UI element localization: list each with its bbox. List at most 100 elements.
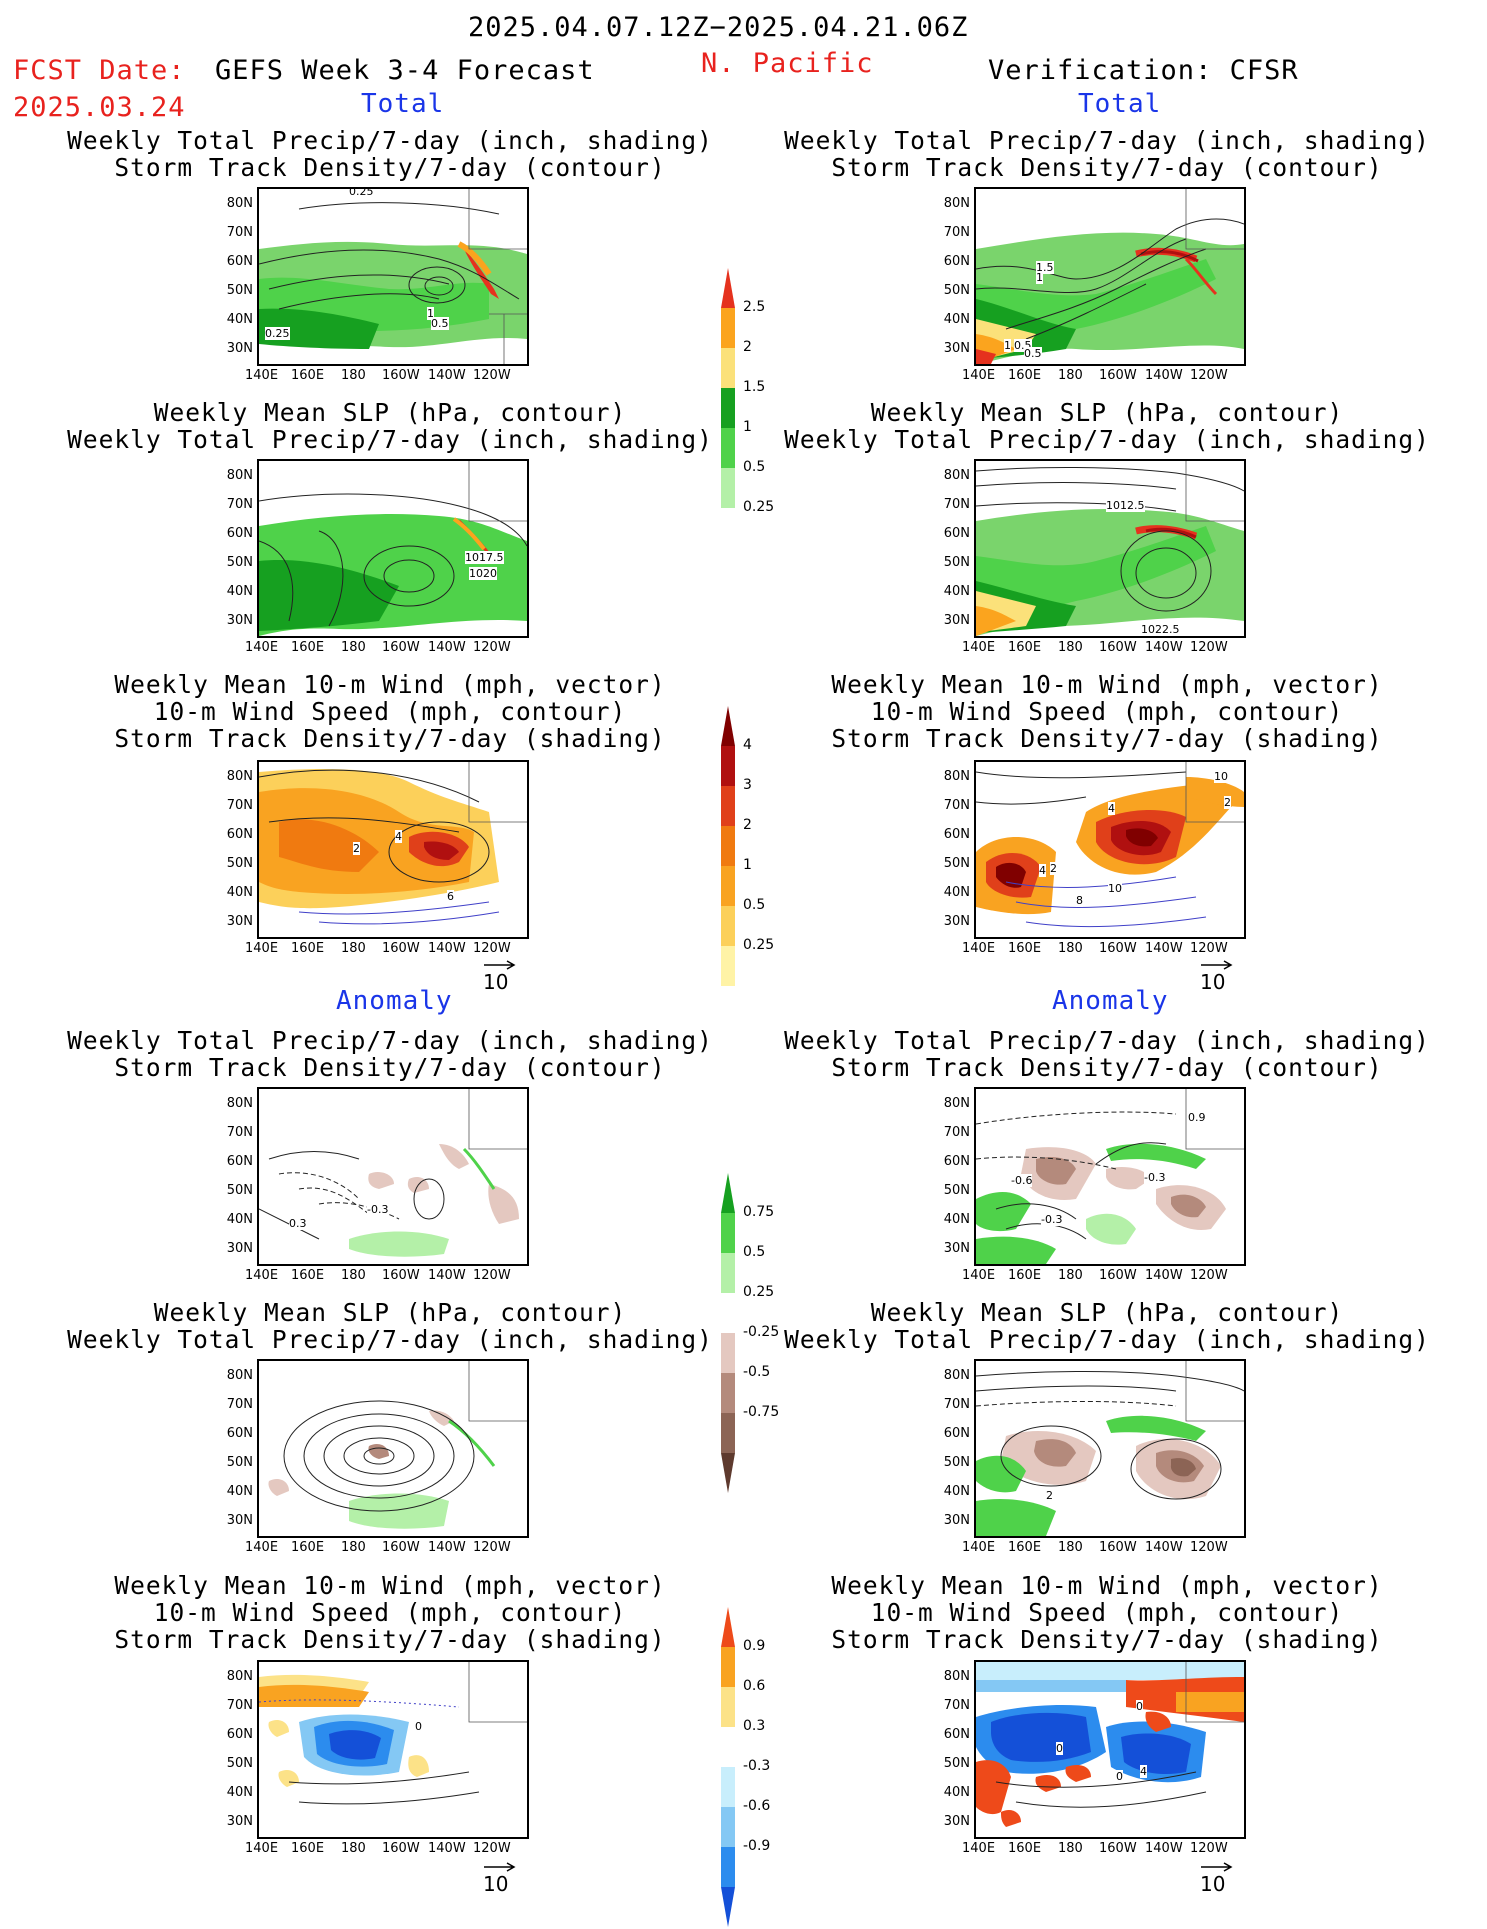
colorbar-swatch	[721, 1333, 735, 1373]
panel-title: Weekly Total Precip/7-day (inch, shading…	[757, 127, 1457, 181]
colorbar-swatch	[721, 1173, 735, 1213]
vector-reference-value: 10	[483, 970, 509, 994]
lat-tick-label: 80N	[226, 1368, 253, 1383]
region-title: N. Pacific	[701, 48, 874, 79]
colorbar-precip-anom: 0.75 0.5 0.25 -0.25 -0.5 -0.75	[721, 1173, 811, 1493]
panel-title-line: Storm Track Density/7-day (shading)	[114, 1625, 666, 1654]
lon-tick-label: 140E	[245, 368, 279, 383]
period-title: 2025.04.07.12Z−2025.04.21.06Z	[468, 12, 969, 43]
panel-title-line: Weekly Total Precip/7-day (inch, shading…	[784, 126, 1430, 155]
colorbar-swatch	[721, 1213, 735, 1253]
lon-tick-label: 140E	[245, 1540, 279, 1555]
colorbar-label: 3	[743, 777, 752, 793]
panel-title-line: Weekly Mean SLP (hPa, contour)	[870, 1298, 1344, 1327]
map-plot	[976, 461, 1244, 636]
lat-tick-label: 70N	[943, 1397, 970, 1412]
colorbar-label: 0.25	[743, 937, 775, 953]
lat-tick-label: 60N	[943, 526, 970, 541]
colorbar-label: 0.5	[743, 897, 766, 913]
panel-title: Weekly Mean 10-m Wind (mph, vector) 10-m…	[40, 1572, 740, 1653]
map-precip-storm-total-verification: 1.5 1 0.5 1 0.5	[974, 187, 1246, 366]
contour-label: 1017.5	[465, 551, 504, 564]
contour-label: 8	[1076, 894, 1083, 907]
panel-title: Weekly Total Precip/7-day (inch, shading…	[40, 1027, 740, 1081]
lat-tick-label: 60N	[943, 1727, 970, 1742]
lat-tick-label: 30N	[943, 1814, 970, 1829]
lon-tick-label: 160W	[382, 1540, 420, 1555]
lat-tick-label: 70N	[943, 497, 970, 512]
lat-tick-label: 50N	[943, 1756, 970, 1771]
fcst-date-value: 2025.03.24	[13, 92, 186, 123]
colorbar-precip-total: 2.5 2 1.5 1 0.5 0.25	[721, 268, 801, 558]
lat-tick-label: 70N	[943, 1125, 970, 1140]
colorbar-label: 2	[743, 817, 752, 833]
vector-reference-value: 10	[1200, 970, 1226, 994]
lon-tick-label: 120W	[473, 640, 511, 655]
lat-tick-label: 30N	[226, 1241, 253, 1256]
lon-tick-label: 160W	[1099, 1268, 1137, 1283]
lat-tick-label: 40N	[943, 1212, 970, 1227]
lon-tick-label: 140W	[428, 368, 466, 383]
lon-tick-label: 140W	[428, 941, 466, 956]
map-plot	[259, 1089, 527, 1257]
lat-tick-label: 60N	[943, 1154, 970, 1169]
lon-tick-label: 160W	[1099, 368, 1137, 383]
lon-tick-label: 160W	[1099, 640, 1137, 655]
lat-tick-label: 70N	[943, 225, 970, 240]
lon-tick-label: 160W	[382, 941, 420, 956]
colorbar-swatch	[721, 1767, 735, 1807]
map-plot	[259, 762, 527, 925]
lon-tick-label: 120W	[1190, 1540, 1228, 1555]
contour-label: -0.3	[1041, 1213, 1063, 1226]
colorbar-storm-anom: 0.9 0.6 0.3 -0.3 -0.6 -0.9	[721, 1607, 811, 1927]
colorbar-label: 2	[743, 339, 752, 355]
lat-tick-label: 60N	[226, 254, 253, 269]
lon-tick-label: 140E	[962, 368, 996, 383]
colorbar-graphic	[721, 706, 735, 1026]
lat-tick-label: 50N	[226, 856, 253, 871]
colorbar-label: 0.25	[743, 1284, 775, 1300]
colorbar-label: -0.25	[743, 1324, 780, 1340]
colorbar-swatch	[721, 866, 735, 906]
lat-tick-label: 40N	[226, 885, 253, 900]
colorbar-swatch	[721, 1253, 735, 1293]
contour-label: 10	[1108, 882, 1122, 895]
map-precip-storm-anomaly-verification: 0.9 -0.6 -0.3 -0.3	[974, 1087, 1246, 1266]
lat-tick-label: 60N	[226, 1426, 253, 1441]
lon-tick-label: 120W	[1190, 1268, 1228, 1283]
contour-label: 2	[1224, 796, 1231, 809]
lon-tick-label: 180	[1058, 640, 1083, 655]
colorbar-label: 4	[743, 737, 752, 753]
lat-tick-label: 40N	[226, 1212, 253, 1227]
lat-tick-label: 50N	[943, 555, 970, 570]
panel-title-line: Weekly Total Precip/7-day (inch, shading…	[67, 1325, 713, 1354]
panel-title-line: 10-m Wind Speed (mph, contour)	[870, 1598, 1344, 1627]
lon-tick-label: 160E	[1008, 1268, 1042, 1283]
lat-tick-label: 30N	[943, 914, 970, 929]
lat-tick-label: 80N	[226, 1669, 253, 1684]
panel-title-line: Storm Track Density/7-day (contour)	[114, 1053, 666, 1082]
map-plot	[976, 1662, 1244, 1827]
colorbar-swatch	[721, 1413, 735, 1453]
lon-tick-label: 120W	[1190, 368, 1228, 383]
contour-label: 4	[1108, 802, 1115, 815]
lat-tick-label: 60N	[226, 1154, 253, 1169]
lon-tick-label: 180	[1058, 1540, 1083, 1555]
lat-tick-label: 30N	[226, 341, 253, 356]
lon-tick-label: 140E	[962, 1268, 996, 1283]
vector-reference: 10	[483, 1862, 517, 1896]
section-anomaly-right: Anomaly	[1052, 986, 1169, 1016]
map-plot	[268, 1361, 527, 1529]
lat-tick-label: 80N	[226, 196, 253, 211]
lon-tick-label: 120W	[1190, 640, 1228, 655]
lon-tick-label: 160W	[382, 1268, 420, 1283]
vector-reference: 10	[483, 960, 517, 994]
section-total-right: Total	[1078, 89, 1162, 119]
arrow-right-icon	[484, 1862, 516, 1872]
colorbar-label: -0.9	[743, 1838, 771, 1854]
contour-label: 0	[1136, 1700, 1143, 1713]
panel-title-line: Storm Track Density/7-day (shading)	[114, 724, 666, 753]
arrow-right-icon	[484, 960, 516, 970]
lon-tick-label: 180	[341, 1841, 366, 1856]
map-plot	[976, 1089, 1244, 1264]
